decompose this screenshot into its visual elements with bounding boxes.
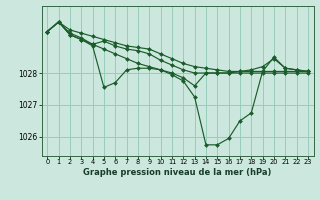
X-axis label: Graphe pression niveau de la mer (hPa): Graphe pression niveau de la mer (hPa): [84, 168, 272, 177]
